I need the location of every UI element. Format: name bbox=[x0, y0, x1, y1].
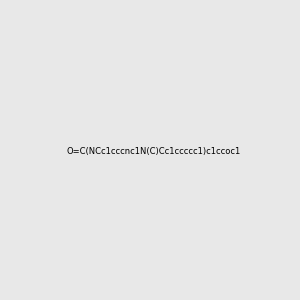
Text: O=C(NCc1cccnc1N(C)Cc1ccccc1)c1ccoc1: O=C(NCc1cccnc1N(C)Cc1ccccc1)c1ccoc1 bbox=[67, 147, 241, 156]
